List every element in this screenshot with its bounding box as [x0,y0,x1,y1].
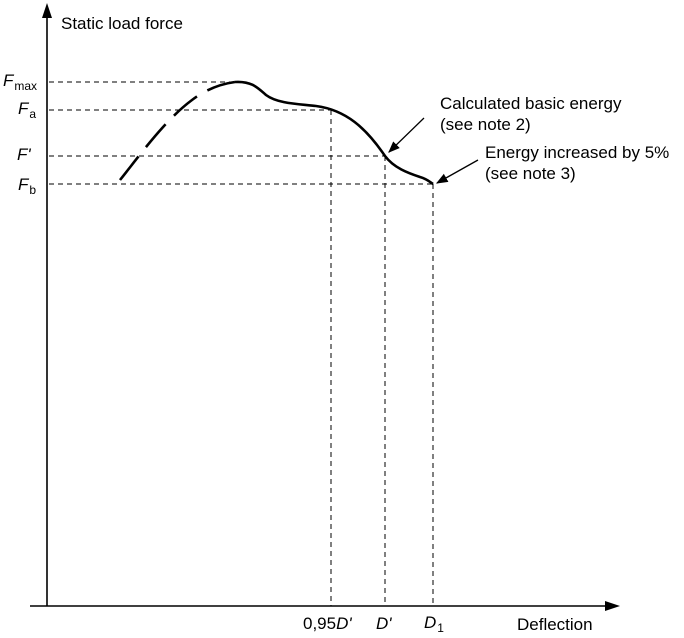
y-axis-title: Static load force [61,14,183,33]
increased-energy-annotation-line2: (see note 3) [485,164,576,183]
increased-energy-arrow [435,159,479,184]
d095-label: 0,95D' [303,614,352,633]
fmax-label: Fmax [3,71,38,93]
basic-energy-annotation-line2: (see note 2) [440,115,531,134]
curve-dashed-segment [118,80,236,181]
y-axis-arrowhead [42,3,52,18]
fa-label: Fa [18,99,37,121]
x-axis-arrowhead [605,601,620,611]
fb-label: Fb [18,175,37,197]
curve-solid-segment [234,80,434,186]
basic-energy-arrow [388,117,425,153]
dprime-label: D' [376,614,392,633]
fprime-label: F' [17,145,31,164]
increased-energy-annotation-line1: Energy increased by 5% [485,143,670,162]
d1-label: D1 [424,613,444,635]
x-axis-title: Deflection [517,615,593,634]
basic-energy-annotation-line1: Calculated basic energy [440,94,622,113]
